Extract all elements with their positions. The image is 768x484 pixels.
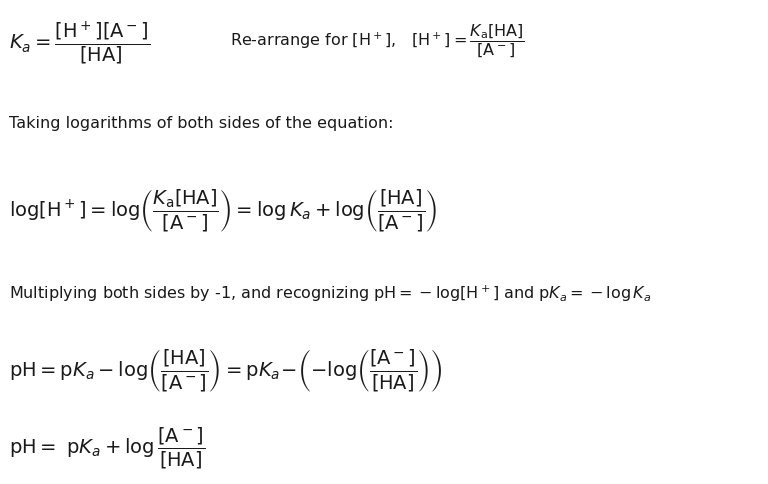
Text: Multiplying both sides by -1, and recognizing $\mathsf{pH} = -\log[\mathsf{H^+}]: Multiplying both sides by -1, and recogn…	[9, 283, 652, 303]
Text: $\mathsf{pH} = \mathsf{p}K_a - \log\!\left(\dfrac{\mathsf{[HA]}}{\mathsf{[A^-]}}: $\mathsf{pH} = \mathsf{p}K_a - \log\!\le…	[9, 347, 442, 393]
Text: $\mathsf{log[H^+]} = \log\!\left(\dfrac{K_\mathsf{a}\mathsf{[HA]}}{\mathsf{[A^-]: $\mathsf{log[H^+]} = \log\!\left(\dfrac{…	[9, 187, 438, 234]
Text: $\mathsf{pH} = \ \mathsf{p}K_a + \log\dfrac{\mathsf{[A^-]}}{\mathsf{[HA]}}$: $\mathsf{pH} = \ \mathsf{p}K_a + \log\df…	[9, 425, 206, 470]
Text: $K_a = \dfrac{\mathsf{[H^+][A^-]}}{\mathsf{[HA]}}$: $K_a = \dfrac{\mathsf{[H^+][A^-]}}{\math…	[9, 20, 151, 67]
Text: Re-arrange for $\mathsf{[H^+]}$,   $\mathsf{[H^+]} = \dfrac{K_\mathsf{a}\mathsf{: Re-arrange for $\mathsf{[H^+]}$, $\maths…	[230, 22, 525, 60]
Text: Taking logarithms of both sides of the equation:: Taking logarithms of both sides of the e…	[9, 116, 394, 131]
